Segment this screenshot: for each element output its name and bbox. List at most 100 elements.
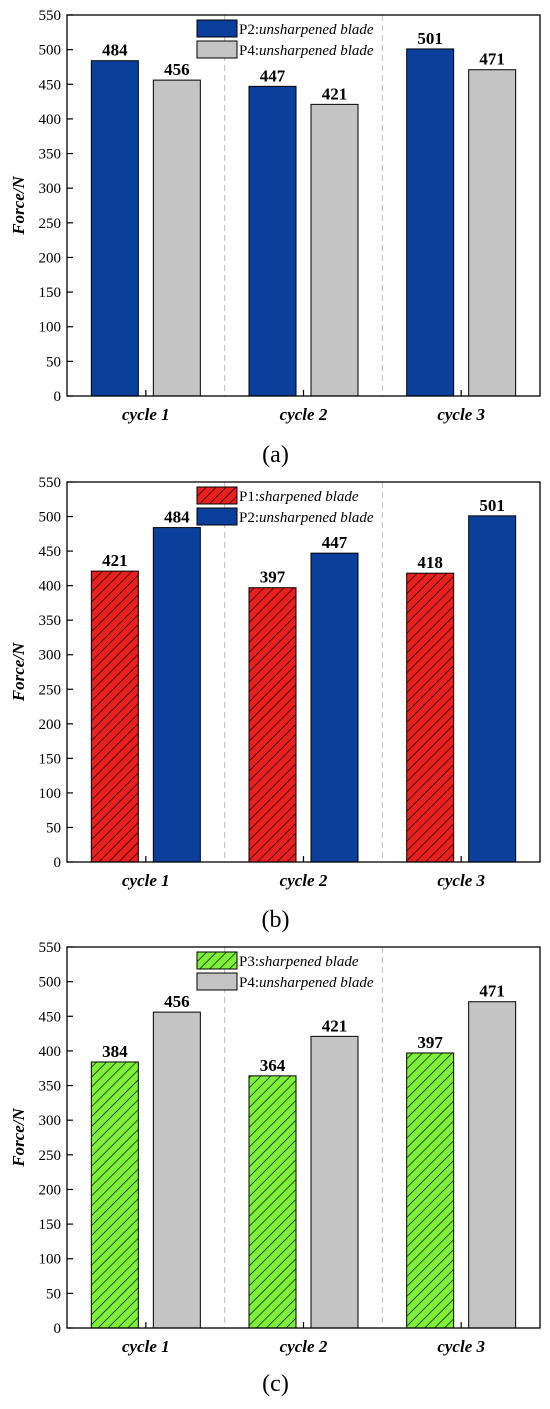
y-tick-label: 200 bbox=[39, 1182, 62, 1198]
chart-panel-1: 484 456 cycle 1 447 421 cycle 2 501 471 cycle 3 0… bbox=[9, 8, 541, 468]
data-label: 471 bbox=[479, 50, 505, 69]
legend-entry: P1:sharpened blade bbox=[239, 489, 359, 505]
bar bbox=[152, 79, 201, 397]
bar bbox=[468, 69, 517, 397]
y-tick-label: 500 bbox=[39, 43, 62, 59]
y-tick-label: 500 bbox=[39, 975, 62, 991]
data-label: 471 bbox=[479, 982, 505, 1001]
bar bbox=[310, 552, 359, 863]
y-tick-label: 150 bbox=[39, 285, 62, 301]
y-axis-label: Force/N bbox=[9, 642, 28, 702]
y-tick-label: 400 bbox=[39, 1044, 62, 1060]
x-tick-label: cycle 3 bbox=[437, 871, 485, 890]
x-tick-label: cycle 3 bbox=[437, 1337, 485, 1356]
y-tick-label: 450 bbox=[39, 1009, 62, 1025]
x-tick-label: cycle 2 bbox=[280, 1337, 328, 1356]
y-tick-label: 50 bbox=[46, 354, 61, 370]
x-tick-label: cycle 2 bbox=[280, 405, 328, 424]
y-tick-label: 200 bbox=[39, 717, 62, 733]
y-tick-label: 150 bbox=[39, 751, 62, 767]
y-tick-label: 300 bbox=[39, 181, 62, 197]
x-tick-label: cycle 1 bbox=[122, 1337, 170, 1356]
legend-swatch bbox=[196, 40, 238, 59]
legend-swatch bbox=[196, 972, 238, 991]
y-tick-label: 250 bbox=[39, 682, 62, 698]
x-tick-label: cycle 3 bbox=[437, 405, 485, 424]
y-tick-label: 100 bbox=[39, 1252, 62, 1268]
legend-entry: P4:unsharpened blade bbox=[239, 43, 374, 59]
y-tick-label: 100 bbox=[39, 786, 62, 802]
data-label: 397 bbox=[417, 1033, 443, 1052]
y-tick-label: 150 bbox=[39, 1217, 62, 1233]
data-label: 397 bbox=[260, 568, 286, 587]
data-label: 421 bbox=[322, 84, 348, 103]
y-tick-label: 350 bbox=[39, 147, 62, 163]
bar bbox=[248, 85, 297, 397]
y-tick-label: 350 bbox=[39, 613, 62, 629]
bar bbox=[406, 1052, 455, 1329]
chart-panel-2: 421 484 cycle 1 397 447 cycle 2 418 501 cycle 3 0… bbox=[9, 475, 541, 933]
legend-entry: P2:unsharpened blade bbox=[239, 22, 374, 38]
bar bbox=[406, 572, 455, 863]
bar bbox=[310, 1035, 359, 1329]
x-tick-label: cycle 1 bbox=[122, 405, 170, 424]
bar bbox=[90, 1061, 139, 1329]
data-label: 421 bbox=[102, 551, 128, 570]
y-tick-label: 400 bbox=[39, 112, 62, 128]
data-label: 384 bbox=[102, 1042, 128, 1061]
y-tick-label: 0 bbox=[54, 855, 62, 871]
panel-label: (b) bbox=[262, 907, 290, 933]
y-tick-label: 250 bbox=[39, 1148, 62, 1164]
bar bbox=[248, 1075, 297, 1329]
y-tick-label: 550 bbox=[39, 940, 62, 956]
panel-label: (c) bbox=[262, 1371, 289, 1397]
data-label: 364 bbox=[260, 1056, 286, 1075]
data-label: 421 bbox=[322, 1016, 348, 1035]
x-tick-label: cycle 1 bbox=[122, 871, 170, 890]
bar bbox=[152, 527, 201, 863]
chart-panel-3: 384 456 cycle 1 364 421 cycle 2 397 471 cycle 3 0… bbox=[9, 940, 541, 1397]
y-tick-label: 50 bbox=[46, 820, 61, 836]
bar bbox=[468, 515, 517, 863]
data-label: 484 bbox=[164, 508, 190, 527]
y-tick-label: 350 bbox=[39, 1079, 62, 1095]
data-label: 456 bbox=[164, 60, 190, 79]
bar bbox=[406, 48, 455, 397]
y-tick-label: 500 bbox=[39, 510, 62, 526]
data-label: 456 bbox=[164, 992, 190, 1011]
data-label: 447 bbox=[260, 66, 286, 85]
data-label: 418 bbox=[417, 553, 443, 572]
data-label: 447 bbox=[322, 533, 348, 552]
legend-swatch bbox=[196, 951, 238, 970]
bar bbox=[248, 587, 297, 863]
legend-entry: P4:unsharpened blade bbox=[239, 975, 374, 991]
legend-entry: P2:unsharpened blade bbox=[239, 510, 374, 526]
data-label: 484 bbox=[102, 41, 128, 60]
y-tick-label: 0 bbox=[54, 389, 62, 405]
bar bbox=[468, 1001, 517, 1329]
y-tick-label: 100 bbox=[39, 320, 62, 336]
y-tick-label: 550 bbox=[39, 475, 62, 491]
y-tick-label: 200 bbox=[39, 250, 62, 266]
y-tick-label: 250 bbox=[39, 216, 62, 232]
y-axis-label: Force/N bbox=[9, 176, 28, 236]
bar bbox=[90, 60, 139, 397]
legend-swatch bbox=[196, 19, 238, 38]
y-tick-label: 300 bbox=[39, 648, 62, 664]
y-tick-label: 550 bbox=[39, 8, 62, 24]
legend-swatch bbox=[196, 486, 238, 505]
legend-entry: P3:sharpened blade bbox=[239, 954, 359, 970]
data-label: 501 bbox=[479, 496, 505, 515]
y-axis-label: Force/N bbox=[9, 1108, 28, 1168]
bar bbox=[310, 103, 359, 397]
x-tick-label: cycle 2 bbox=[280, 871, 328, 890]
y-tick-label: 300 bbox=[39, 1113, 62, 1129]
y-tick-label: 450 bbox=[39, 77, 62, 93]
data-label: 501 bbox=[417, 29, 443, 48]
y-tick-label: 400 bbox=[39, 579, 62, 595]
y-tick-label: 450 bbox=[39, 544, 62, 560]
legend-swatch bbox=[196, 507, 238, 526]
y-tick-label: 0 bbox=[54, 1321, 62, 1337]
panel-label: (a) bbox=[262, 442, 289, 468]
